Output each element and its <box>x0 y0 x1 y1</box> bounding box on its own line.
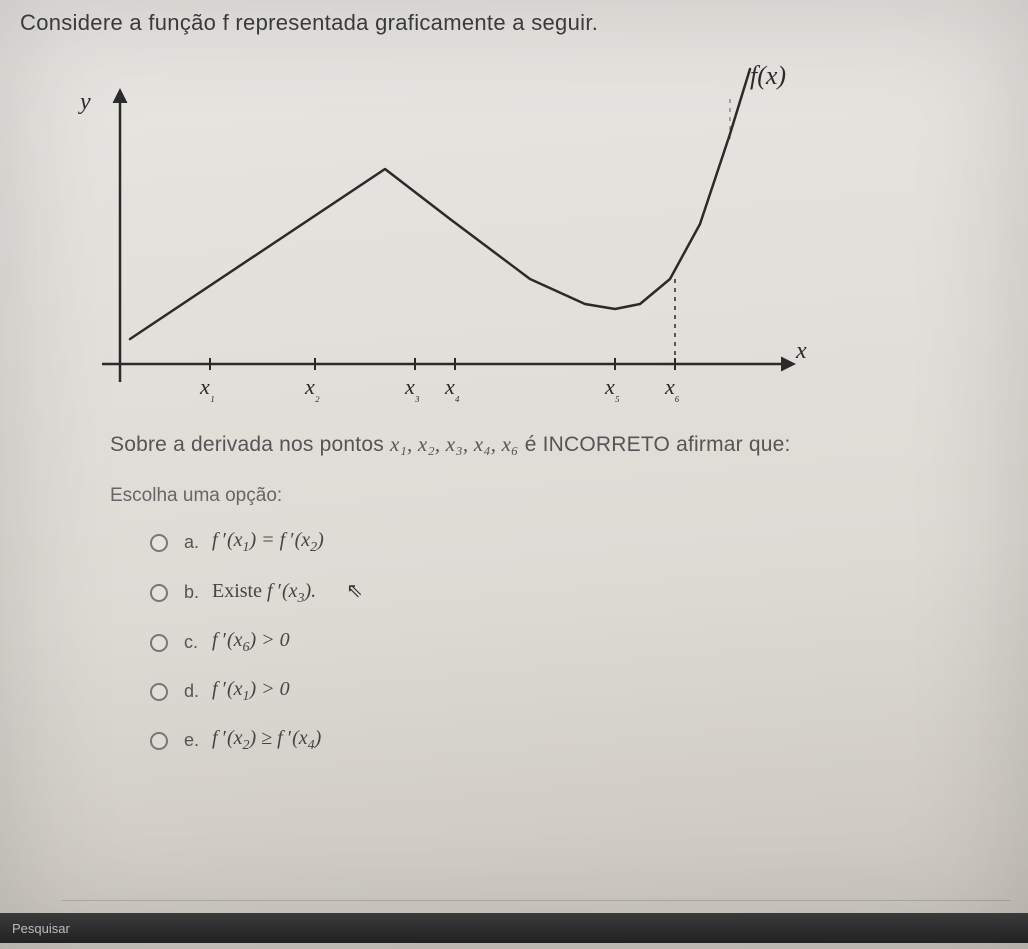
function-chart: y x f(x) x₁ x₂ x₃ x₄ x₅ x₆ <box>30 54 810 414</box>
taskbar-search-text[interactable]: Pesquisar <box>12 921 70 936</box>
svg-text:x: x <box>795 338 807 364</box>
options-group: a.f ′(x1) = f ′(x2)b.Existe f ′(x3).⇖c.f… <box>150 529 1008 754</box>
radio-button[interactable] <box>150 534 168 552</box>
svg-text:f(x): f(x) <box>750 61 786 90</box>
option-b[interactable]: b.Existe f ′(x3).⇖ <box>150 578 1008 607</box>
secondary-points: x₁, x₂, x₃, x₄, x₆ <box>390 432 519 456</box>
option-c[interactable]: c.f ′(x6) > 0 <box>150 629 1008 656</box>
radio-button[interactable] <box>150 584 168 602</box>
choose-one-label: Escolha uma opção: <box>110 485 1008 507</box>
option-expression: f ′(x2) ≥ f ′(x4) <box>212 727 321 754</box>
option-d[interactable]: d.f ′(x1) > 0 <box>150 678 1008 705</box>
card-bottom-border <box>62 900 1010 901</box>
secondary-prefix: Sobre a derivada nos pontos <box>110 433 390 456</box>
svg-text:x₂: x₂ <box>304 374 320 403</box>
question-prompt: Considere a função f representada grafic… <box>20 10 1008 36</box>
mouse-cursor-icon: ⇖ <box>346 578 363 603</box>
taskbar: Pesquisar <box>0 913 1028 943</box>
svg-text:y: y <box>78 89 91 115</box>
radio-button[interactable] <box>150 683 168 701</box>
option-letter: a. <box>184 532 212 553</box>
radio-button[interactable] <box>150 732 168 750</box>
radio-button[interactable] <box>150 634 168 652</box>
svg-text:x₃: x₃ <box>404 374 420 403</box>
option-expression: Existe f ′(x3).⇖ <box>212 578 363 607</box>
option-letter: e. <box>184 730 212 751</box>
option-expression: f ′(x1) = f ′(x2) <box>212 529 324 556</box>
page-container: Considere a função f representada grafic… <box>0 0 1028 949</box>
secondary-suffix: é INCORRETO afirmar que: <box>519 433 791 456</box>
svg-text:x₆: x₆ <box>664 374 680 403</box>
svg-text:x₁: x₁ <box>199 374 215 403</box>
option-expression: f ′(x6) > 0 <box>212 629 290 656</box>
secondary-question: Sobre a derivada nos pontos x₁, x₂, x₃, … <box>110 432 1008 457</box>
svg-text:x₄: x₄ <box>444 374 460 403</box>
option-letter: b. <box>184 582 212 603</box>
chart-svg: y x f(x) x₁ x₂ x₃ x₄ x₅ x₆ <box>30 54 810 414</box>
option-letter: d. <box>184 681 212 702</box>
svg-text:x₅: x₅ <box>604 374 620 403</box>
option-a[interactable]: a.f ′(x1) = f ′(x2) <box>150 529 1008 556</box>
option-expression: f ′(x1) > 0 <box>212 678 290 705</box>
option-e[interactable]: e.f ′(x2) ≥ f ′(x4) <box>150 727 1008 754</box>
option-letter: c. <box>184 632 212 653</box>
